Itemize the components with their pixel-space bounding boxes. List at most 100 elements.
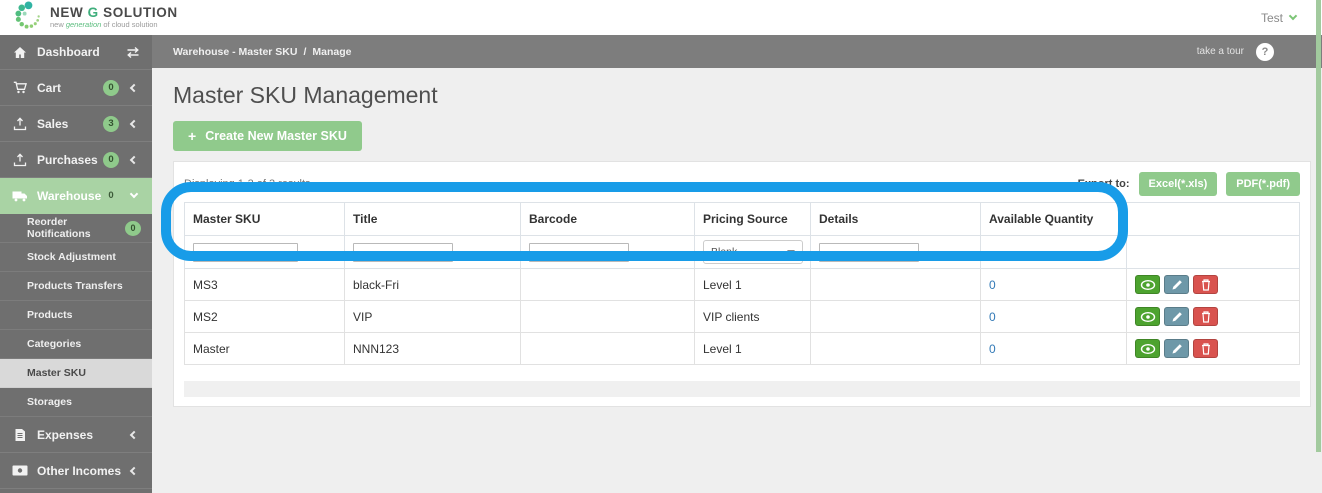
results-panel: Displaying 1-3 of 3 results. Export to: … — [173, 161, 1311, 407]
delete-button[interactable] — [1193, 339, 1218, 358]
sidebar-subitem-storages[interactable]: Storages — [0, 388, 152, 417]
brand-swirl-icon — [14, 0, 43, 35]
sidebar-item-label: Expenses — [37, 427, 94, 442]
view-button[interactable] — [1135, 307, 1160, 326]
pagination-strip — [184, 381, 1300, 397]
sidebar-item-dashboard[interactable]: Dashboard — [0, 35, 152, 70]
cell-pricing-source: VIP clients — [694, 300, 811, 333]
subitem-label: Storages — [27, 396, 72, 408]
upload-icon — [11, 116, 28, 131]
edit-button[interactable] — [1164, 307, 1189, 326]
available-quantity-link[interactable]: 0 — [989, 341, 996, 356]
cell-pricing-source: Level 1 — [694, 268, 811, 301]
column-header-barcode: Barcode — [520, 202, 695, 236]
cell-details — [810, 300, 981, 333]
top-bar: NEW G SOLUTION new generation of cloud s… — [0, 0, 1322, 35]
results-summary: Displaying 1-3 of 3 results. — [184, 178, 314, 190]
table-row: MS2 VIP VIP clients 0 — [184, 300, 1300, 333]
filter-master-sku-input[interactable] — [193, 242, 298, 262]
brand-word-g: G — [87, 5, 99, 20]
sidebar: Dashboard Cart 0 Sales 3 Purcha — [0, 35, 152, 493]
delete-button[interactable] — [1193, 307, 1218, 326]
brand-word-solution: SOLUTION — [103, 5, 178, 20]
sidebar-item-sales[interactable]: Sales 3 — [0, 106, 152, 142]
help-icon[interactable]: ? — [1256, 42, 1274, 61]
sidebar-item-label: Cart — [37, 80, 62, 95]
chevron-left-icon — [127, 430, 141, 439]
view-button[interactable] — [1135, 339, 1160, 358]
edit-button[interactable] — [1164, 339, 1189, 358]
sidebar-subitem-categories[interactable]: Categories — [0, 330, 152, 359]
view-button[interactable] — [1135, 275, 1160, 294]
brand-word-new: NEW — [50, 5, 84, 20]
filter-barcode-input[interactable] — [529, 242, 629, 262]
sidebar-item-expenses[interactable]: Expenses — [0, 417, 152, 453]
pencil-icon — [1172, 279, 1182, 289]
export-excel-button[interactable]: Excel(*.xls) — [1138, 172, 1218, 196]
warehouse-badge: 0 — [108, 190, 114, 201]
cell-pricing-source: Level 1 — [694, 332, 811, 365]
cell-master-sku: Master — [184, 332, 345, 365]
sidebar-item-warehouse[interactable]: Warehouse 0 — [0, 178, 152, 214]
active-item-pointer — [144, 188, 159, 203]
cell-barcode — [520, 332, 695, 365]
cell-title: black-Fri — [344, 268, 521, 301]
breadcrumb-page: Manage — [312, 45, 352, 58]
cell-title: NNN123 — [344, 332, 521, 365]
breadcrumb-separator: / — [303, 45, 307, 58]
brand-tagline: new — [50, 20, 66, 29]
table-filter-row: Blank — [184, 235, 1300, 269]
cell-title: VIP — [344, 300, 521, 333]
take-a-tour-link[interactable]: take a tour — [1196, 46, 1244, 57]
sidebar-item-cart[interactable]: Cart 0 — [0, 70, 152, 106]
sidebar-subitem-products[interactable]: Products — [0, 301, 152, 330]
user-menu[interactable]: Test — [1260, 10, 1298, 25]
filter-details-input[interactable] — [819, 242, 919, 262]
truck-icon — [11, 190, 28, 202]
cell-details — [810, 268, 981, 301]
sidebar-subitem-reorder-notifications[interactable]: Reorder Notifications 0 — [0, 214, 152, 243]
caret-down-icon — [787, 249, 795, 255]
available-quantity-link[interactable]: 0 — [989, 309, 996, 324]
breadcrumb-bar: Warehouse - Master SKU / Manage take a t… — [152, 35, 1322, 68]
sidebar-item-label: Warehouse — [37, 188, 102, 203]
cell-barcode — [520, 268, 695, 301]
table-row: Master NNN123 Level 1 0 — [184, 332, 1300, 365]
subitem-label: Products — [27, 309, 73, 321]
sidebar-subitem-master-sku[interactable]: Master SKU — [0, 359, 152, 388]
sidebar-subitem-stock-adjustment[interactable]: Stock Adjustment — [0, 243, 152, 272]
swap-icon[interactable] — [125, 46, 141, 59]
eye-icon — [1140, 311, 1155, 322]
banknote-icon — [11, 465, 28, 476]
sidebar-item-purchases[interactable]: Purchases 0 — [0, 142, 152, 178]
brand-text: NEW G SOLUTION new generation of cloud s… — [50, 5, 178, 30]
delete-button[interactable] — [1193, 275, 1218, 294]
subitem-label: Products Transfers — [27, 280, 123, 292]
breadcrumb: Warehouse - Master SKU / Manage — [173, 46, 352, 58]
filter-pricing-source-select[interactable]: Blank — [703, 240, 803, 264]
sidebar-item-label: Other Incomes — [37, 463, 122, 478]
page-title: Master SKU Management — [173, 82, 438, 108]
subitem-label: Master SKU — [27, 367, 86, 379]
plus-icon: + — [188, 128, 197, 144]
trash-icon — [1201, 278, 1210, 291]
user-menu-label: Test — [1260, 10, 1283, 25]
sidebar-item-other-incomes[interactable]: Other Incomes — [0, 453, 152, 489]
export-pdf-button[interactable]: PDF(*.pdf) — [1226, 172, 1300, 196]
trash-icon — [1201, 310, 1210, 323]
upload-icon — [11, 152, 28, 167]
create-new-master-sku-button[interactable]: + Create New Master SKU — [173, 121, 362, 151]
pencil-icon — [1172, 343, 1182, 353]
edit-button[interactable] — [1164, 275, 1189, 294]
column-header-actions — [1126, 202, 1300, 236]
filter-title-input[interactable] — [353, 242, 453, 262]
home-icon — [11, 46, 28, 59]
chevron-down-icon — [1288, 11, 1298, 21]
available-quantity-link[interactable]: 0 — [989, 277, 996, 292]
chevron-left-icon — [127, 119, 141, 128]
sidebar-item-label: Dashboard — [37, 45, 100, 59]
chevron-left-icon — [127, 155, 141, 164]
column-header-pricing-source: Pricing Source — [694, 202, 811, 236]
trash-icon — [1201, 342, 1210, 355]
sidebar-subitem-products-transfers[interactable]: Products Transfers — [0, 272, 152, 301]
